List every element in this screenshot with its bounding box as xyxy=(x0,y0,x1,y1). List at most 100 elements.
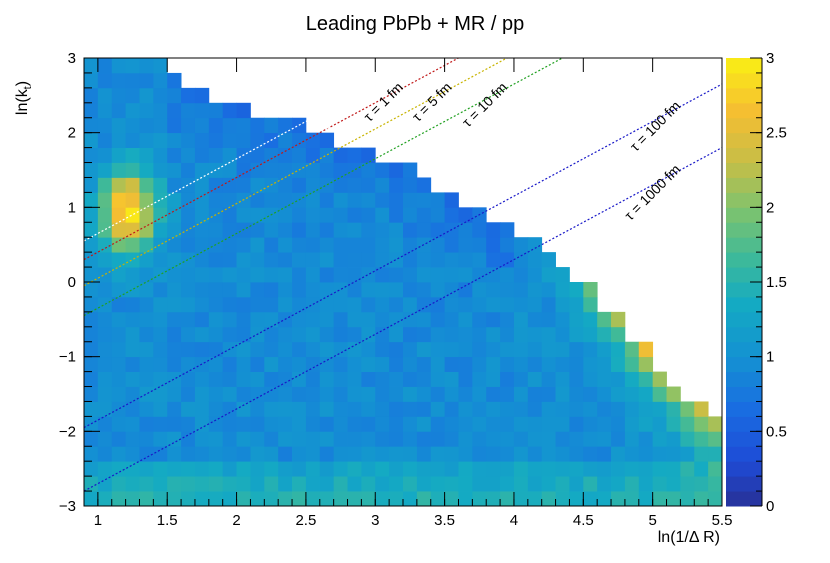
heatmap-cell xyxy=(208,431,224,447)
heatmap-cell xyxy=(624,356,640,372)
heatmap-cell xyxy=(139,117,154,134)
heatmap-cell xyxy=(541,446,556,462)
heatmap-cell xyxy=(333,431,348,447)
heatmap-cell xyxy=(333,296,348,313)
heatmap-cell xyxy=(139,192,154,208)
heatmap-cell xyxy=(319,282,335,298)
heatmap-cell xyxy=(444,341,459,358)
heatmap-cell xyxy=(611,476,626,492)
y-tick-label: 1 xyxy=(68,199,76,216)
heatmap-cell xyxy=(389,371,404,387)
heatmap-cell xyxy=(513,431,529,447)
heatmap-cell xyxy=(250,446,265,462)
heatmap-cell xyxy=(527,491,543,507)
heatmap-cell xyxy=(84,341,99,358)
heatmap-cell xyxy=(541,371,556,387)
heatmap-cell xyxy=(430,207,446,223)
heatmap-cell xyxy=(305,476,321,492)
heatmap-cell xyxy=(278,431,293,447)
heatmap-cell xyxy=(555,401,570,417)
heatmap-cell xyxy=(250,132,265,148)
heatmap-cell xyxy=(319,296,335,313)
heatmap-cell xyxy=(458,326,473,343)
heatmap-cell xyxy=(208,282,224,298)
heatmap-cell xyxy=(486,371,501,387)
heatmap-cell xyxy=(181,192,196,208)
heatmap-cell xyxy=(305,386,321,402)
heatmap-cell xyxy=(444,237,459,253)
heatmap-cell xyxy=(167,461,182,477)
heatmap-cell xyxy=(139,267,154,283)
heatmap-cell xyxy=(236,177,251,193)
heatmap-cell xyxy=(153,147,168,163)
heatmap-cell xyxy=(569,282,584,298)
heatmap-cell xyxy=(486,446,501,462)
heatmap-cell xyxy=(472,237,487,253)
heatmap-cell xyxy=(167,117,182,134)
heatmap-cell xyxy=(444,416,459,432)
heatmap-cell xyxy=(125,371,140,387)
heatmap-cell xyxy=(527,476,543,492)
heatmap-cell xyxy=(430,192,446,208)
heatmap-cell xyxy=(153,476,168,492)
heatmap-cell xyxy=(222,416,237,432)
heatmap-cell xyxy=(347,356,362,372)
color-scale-tick-label: 2.5 xyxy=(766,125,787,142)
heatmap-cell xyxy=(167,491,182,507)
heatmap-cell xyxy=(416,267,432,283)
heatmap-cell xyxy=(84,491,99,507)
heatmap-cell xyxy=(292,416,307,432)
heatmap-cell xyxy=(97,132,113,148)
heatmap-cell xyxy=(181,491,196,507)
heatmap-cell xyxy=(569,386,584,402)
heatmap-cell xyxy=(389,401,404,417)
heatmap-cell xyxy=(264,401,279,417)
heatmap-cell xyxy=(416,356,432,372)
heatmap-cell xyxy=(236,431,251,447)
heatmap-cell xyxy=(319,147,335,163)
heatmap-cell xyxy=(139,371,154,387)
heatmap-cell xyxy=(208,192,224,208)
heatmap-cell xyxy=(583,282,598,298)
heatmap-cell xyxy=(555,326,570,343)
heatmap-cell xyxy=(167,386,182,402)
color-scale-band xyxy=(726,476,762,492)
heatmap-cell xyxy=(333,341,348,358)
heatmap-cell xyxy=(375,207,390,223)
heatmap-cell xyxy=(486,282,501,298)
heatmap-cell xyxy=(403,282,418,298)
heatmap-cell xyxy=(125,192,140,208)
heatmap-cell xyxy=(97,416,113,432)
heatmap-cell xyxy=(97,222,113,238)
heatmap-cell xyxy=(222,491,237,507)
heatmap-cell xyxy=(555,282,570,298)
heatmap-cell xyxy=(236,461,251,477)
heatmap-cell xyxy=(333,446,348,462)
heatmap-cell xyxy=(111,491,127,507)
heatmap-cell xyxy=(181,356,196,372)
heatmap-cell xyxy=(347,222,362,238)
heatmap-cell xyxy=(430,371,446,387)
heatmap-cell xyxy=(278,207,293,223)
heatmap-cell xyxy=(486,401,501,417)
heatmap-cell xyxy=(305,177,321,193)
heatmap-cell xyxy=(638,356,654,372)
heatmap-cell xyxy=(111,117,127,134)
heatmap-cell xyxy=(361,311,376,328)
heatmap-cell xyxy=(278,371,293,387)
heatmap-cell xyxy=(500,371,515,387)
heatmap-cell xyxy=(527,282,543,298)
heatmap-cell xyxy=(569,491,584,507)
heatmap-cell xyxy=(97,117,113,134)
heatmap-cell xyxy=(278,491,293,507)
heatmap-cell xyxy=(84,177,99,193)
heatmap-cell xyxy=(652,416,667,432)
heatmap-cell xyxy=(569,371,584,387)
heatmap-cell xyxy=(167,431,182,447)
heatmap-cell xyxy=(638,431,654,447)
color-scale-tick-label: 0.5 xyxy=(766,423,787,440)
heatmap-cell xyxy=(84,476,99,492)
heatmap-cell xyxy=(222,237,237,253)
heatmap-cell xyxy=(97,102,113,119)
heatmap-cell xyxy=(541,431,556,447)
